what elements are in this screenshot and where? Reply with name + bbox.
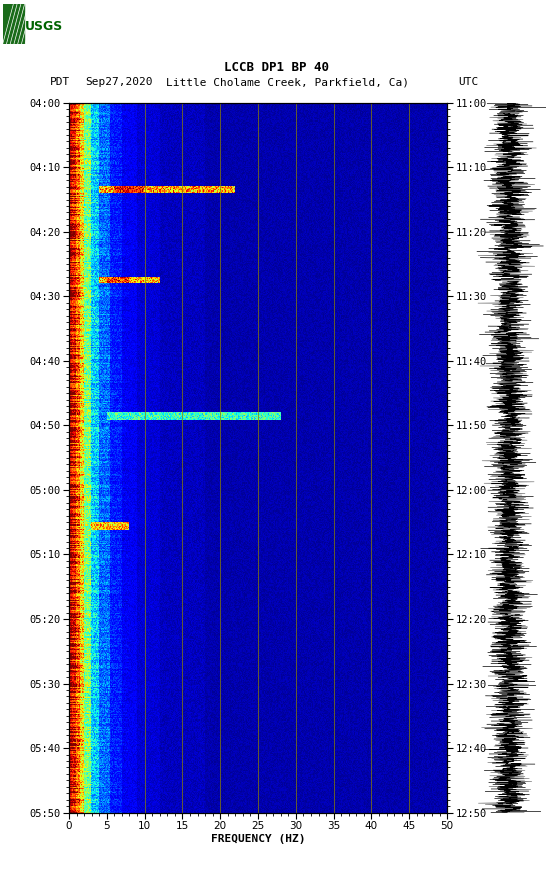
Text: UTC: UTC xyxy=(458,77,479,88)
Text: Little Cholame Creek, Parkfield, Ca): Little Cholame Creek, Parkfield, Ca) xyxy=(166,77,408,88)
Bar xyxy=(3,4,24,44)
Text: PDT: PDT xyxy=(50,77,70,88)
Text: LCCB DP1 BP 40: LCCB DP1 BP 40 xyxy=(224,62,328,74)
Text: USGS: USGS xyxy=(25,20,63,32)
Text: Sep27,2020: Sep27,2020 xyxy=(86,77,153,88)
X-axis label: FREQUENCY (HZ): FREQUENCY (HZ) xyxy=(211,834,305,844)
